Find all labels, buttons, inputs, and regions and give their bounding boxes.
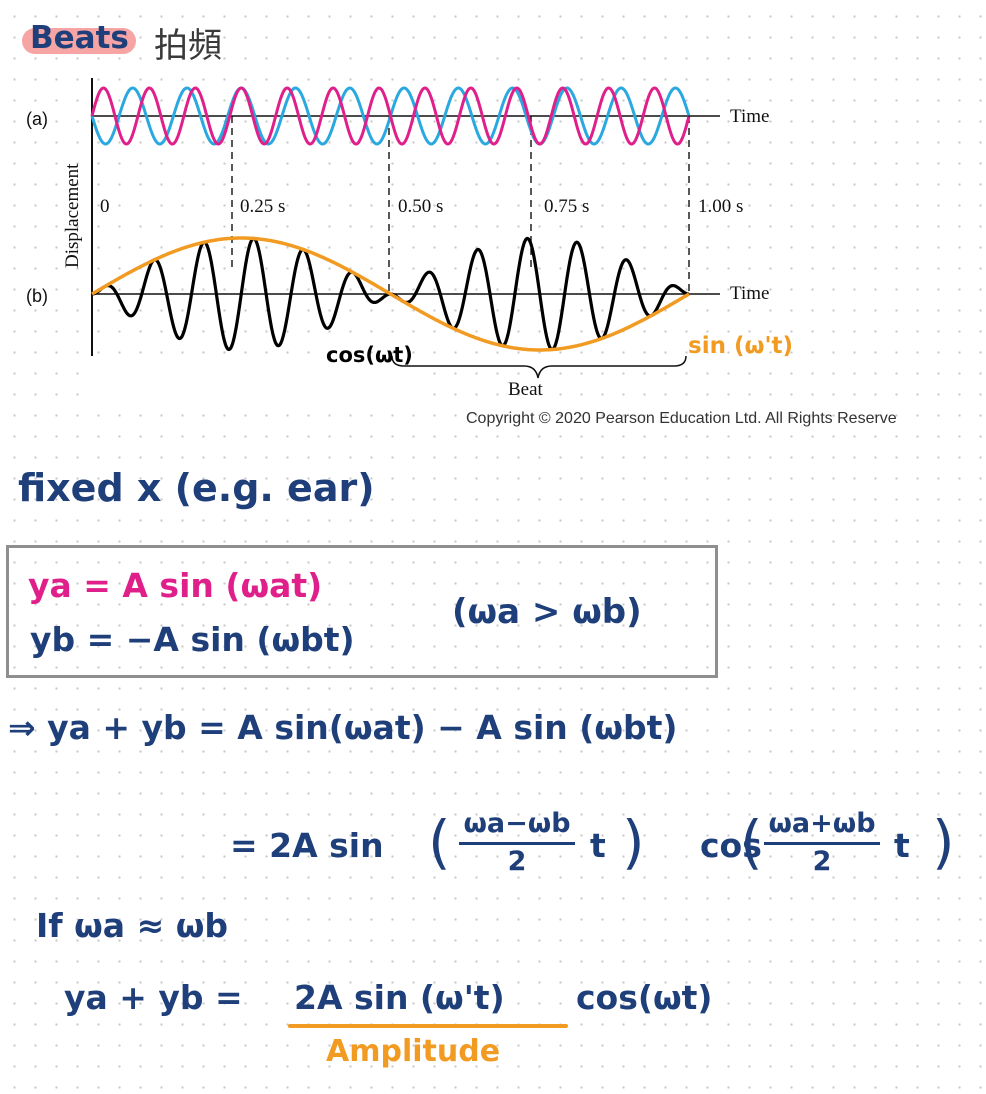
final-equation-cos: cos(ωt)	[576, 978, 713, 1017]
if-condition: If ωa ≈ ωb	[36, 906, 229, 945]
envelope-curve	[91, 236, 690, 352]
fixed-x-line: fixed x (e.g. ear)	[18, 466, 375, 510]
tick-label-0: 0	[100, 196, 110, 217]
sum-equation-1: ⇒ ya + yb = A sin(ωat) − A sin (ωbt)	[8, 708, 678, 747]
fraction-sum: ωa+ωb 2	[760, 808, 884, 877]
annotation-sin: sin (ω't)	[688, 333, 793, 359]
beats-figure: (a) (b) Displacement Time Time 0 0.25 s …	[26, 78, 793, 408]
fraction-sum-denominator: 2	[812, 846, 832, 877]
sum-equation-2-t2: t	[894, 826, 910, 865]
fraction-sum-bar	[764, 842, 880, 845]
amplitude-underline	[288, 1024, 568, 1028]
panel-a-label: (a)	[26, 109, 48, 129]
y-axis-label: Displacement	[62, 163, 83, 268]
fraction-diff: ωa−ωb 2	[455, 808, 579, 877]
page-title-cjk: 拍頻	[154, 26, 222, 66]
final-equation-left: ya + yb =	[64, 978, 243, 1017]
open-paren-1: (	[428, 808, 451, 876]
final-equation-amplitude: 2A sin (ω't)	[294, 978, 505, 1017]
wave-a-curve	[90, 86, 691, 146]
amplitude-label: Amplitude	[326, 1034, 501, 1069]
beat-brace	[391, 355, 687, 379]
copyright-text: Copyright © 2020 Pearson Education Ltd. …	[466, 410, 897, 427]
sum-equation-2-left: = 2A sin	[230, 826, 384, 865]
beat-label: Beat	[508, 379, 544, 400]
omega-condition: (ωa > ωb)	[452, 592, 642, 632]
tick-label-100: 1.00 s	[698, 196, 743, 217]
fraction-sum-numerator: ωa+ωb	[768, 808, 876, 839]
sum-equation-2-cos: cos	[700, 826, 762, 865]
dashed-guides	[231, 116, 690, 294]
equation-box	[6, 545, 718, 678]
tick-label-025: 0.25 s	[240, 196, 285, 217]
ya-equation: ya = A sin (ωat)	[28, 566, 323, 605]
open-paren-2: (	[740, 808, 763, 876]
page-title: Beats	[30, 20, 129, 56]
yb-equation: yb = −A sin (ωbt)	[30, 620, 355, 659]
tick-label-075: 0.75 s	[544, 196, 589, 217]
annotation-cos: cos(ωt)	[326, 343, 413, 367]
panel-b-label: (b)	[26, 286, 48, 306]
close-paren-1: )	[622, 808, 645, 876]
time-label-a: Time	[730, 106, 769, 127]
fraction-diff-numerator: ωa−ωb	[463, 808, 571, 839]
fraction-diff-denominator: 2	[507, 846, 527, 877]
tick-label-050: 0.50 s	[398, 196, 443, 217]
close-paren-2: )	[932, 808, 955, 876]
time-label-b: Time	[730, 283, 769, 304]
title-highlight	[22, 28, 136, 54]
sum-equation-2-t1: t	[590, 826, 606, 865]
cover-patch	[88, 360, 428, 408]
fraction-diff-bar	[459, 842, 575, 845]
